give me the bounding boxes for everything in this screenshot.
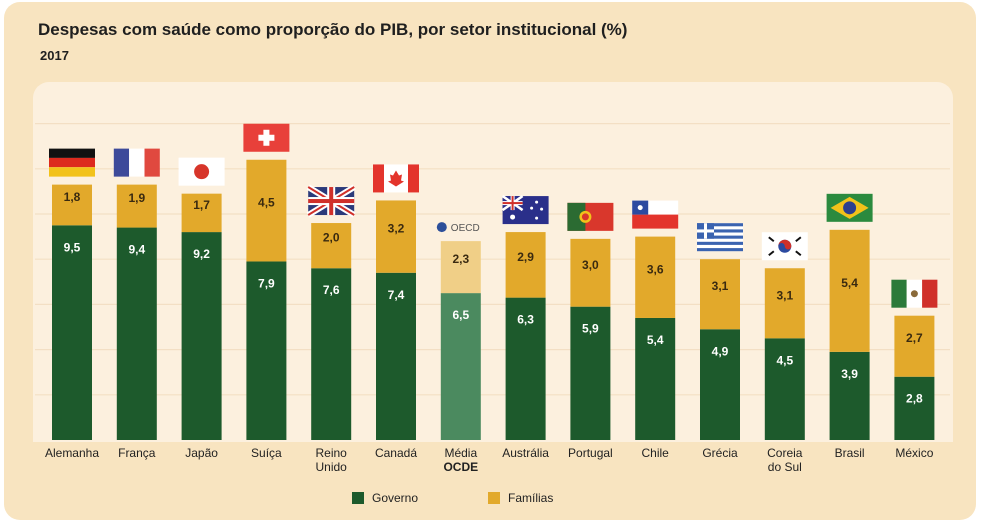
category-label: Suíça xyxy=(251,446,282,460)
data-label-familias: 3,1 xyxy=(776,288,793,302)
legend-swatch-familias xyxy=(488,492,500,504)
australia-flag xyxy=(501,195,549,225)
bar-familias xyxy=(700,259,740,330)
japan-flag xyxy=(178,157,225,186)
data-label-governo: 5,4 xyxy=(647,333,664,347)
data-label-familias: 4,5 xyxy=(258,196,275,210)
category-label: Média OCDE xyxy=(443,446,479,474)
data-label-familias: 5,4 xyxy=(841,276,858,290)
data-label-familias: 2,9 xyxy=(517,250,534,264)
bar-governo xyxy=(116,227,157,440)
legend-swatch-governo xyxy=(352,492,364,504)
greece-flag xyxy=(697,223,743,252)
chart-title: Despesas com saúde como proporção do PIB… xyxy=(38,20,628,39)
category-label: Chile xyxy=(641,446,669,460)
uk-flag xyxy=(306,184,356,218)
bar-governo xyxy=(894,376,935,440)
bar-governo xyxy=(570,306,611,440)
bar-governo xyxy=(181,232,222,440)
data-label-governo: 6,3 xyxy=(517,313,534,327)
data-label-governo: 7,9 xyxy=(258,276,275,290)
bar-familias xyxy=(764,268,805,339)
data-label-governo: 9,2 xyxy=(193,247,210,261)
data-label-governo: 7,6 xyxy=(323,283,340,297)
bar-governo xyxy=(376,272,416,440)
portugal-flag xyxy=(567,202,614,231)
bar-familias xyxy=(635,236,676,318)
category-label: Reino Unido xyxy=(315,446,347,474)
data-label-familias: 2,7 xyxy=(906,331,923,345)
bar-governo xyxy=(311,268,352,440)
category-label: Grécia xyxy=(702,446,738,460)
data-label-governo: 2,8 xyxy=(906,392,923,406)
data-label-familias: 1,8 xyxy=(64,190,81,204)
legend-label-governo: Governo xyxy=(372,491,419,505)
data-label-governo: 3,9 xyxy=(841,367,858,381)
canada-flag xyxy=(373,164,419,193)
svg-text:OECD: OECD xyxy=(451,223,480,234)
data-label-familias: 3,2 xyxy=(388,222,405,236)
category-label: Alemanha xyxy=(44,446,100,460)
bar-governo xyxy=(764,338,805,440)
bar-familias xyxy=(52,184,92,226)
bar-governo xyxy=(829,351,870,440)
data-label-governo: 4,5 xyxy=(776,353,793,367)
oecd-logo: OECD xyxy=(436,222,480,234)
bar-governo xyxy=(440,293,481,440)
france-flag xyxy=(113,148,160,177)
category-label: Brasil xyxy=(834,446,865,460)
category-label: Canadá xyxy=(374,446,418,460)
legend-item-governo: Governo xyxy=(352,491,418,505)
chart-subtitle: 2017 xyxy=(40,48,69,63)
bar-familias xyxy=(894,315,935,377)
brazil-flag xyxy=(826,193,873,222)
bar-familias xyxy=(311,223,352,269)
switzerland-flag xyxy=(243,123,290,152)
bar-familias xyxy=(181,193,222,233)
data-label-governo: 6,5 xyxy=(452,308,469,322)
data-label-familias: 1,7 xyxy=(193,198,210,212)
bar-familias xyxy=(116,184,157,228)
data-label-familias: 3,0 xyxy=(582,258,599,272)
bar-familias xyxy=(440,241,481,294)
data-label-governo: 5,9 xyxy=(582,322,599,336)
category-label: Coreia do Sul xyxy=(767,446,803,474)
legend-label-familias: Famílias xyxy=(508,491,554,505)
data-label-familias: 2,0 xyxy=(323,231,340,245)
south-korea-flag xyxy=(761,232,808,261)
data-label-governo: 9,5 xyxy=(64,240,81,254)
category-label: Austrália xyxy=(502,446,549,460)
bar-familias xyxy=(570,238,611,307)
data-label-familias: 1,9 xyxy=(128,191,145,205)
bar-governo xyxy=(246,261,287,440)
bar-governo xyxy=(52,225,92,440)
data-label-familias: 2,3 xyxy=(452,252,469,266)
category-label: México xyxy=(895,446,934,460)
bar-governo xyxy=(700,329,740,440)
bar-governo xyxy=(635,317,676,440)
germany-flag xyxy=(49,148,95,177)
data-label-governo: 4,9 xyxy=(712,344,729,358)
chile-flag xyxy=(632,200,679,229)
data-label-familias: 3,6 xyxy=(647,262,664,276)
data-label-governo: 9,4 xyxy=(128,243,145,257)
mexico-flag xyxy=(891,279,938,308)
bar-familias xyxy=(505,232,546,298)
bar-governo xyxy=(505,297,546,440)
bar-familias xyxy=(829,229,870,352)
data-label-governo: 7,4 xyxy=(388,288,405,302)
bar-familias xyxy=(246,159,287,262)
category-label: Japão xyxy=(185,446,218,460)
data-label-familias: 3,1 xyxy=(712,279,729,293)
bar-familias xyxy=(376,200,416,273)
category-label: França xyxy=(118,446,156,460)
legend-item-familias: Famílias xyxy=(488,491,553,505)
category-label: Portugal xyxy=(568,446,613,460)
